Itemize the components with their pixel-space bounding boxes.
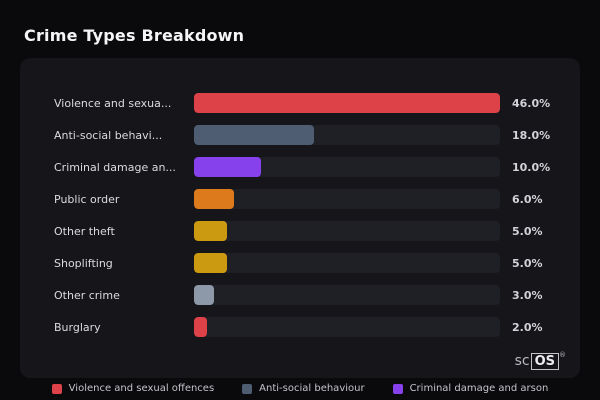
category-label: Burglary <box>54 320 101 334</box>
category-label: Shoplifting <box>54 256 113 270</box>
bar-track <box>194 189 500 209</box>
bar-fill[interactable] <box>194 285 214 305</box>
page-title: Crime Types Breakdown <box>24 26 245 45</box>
legend-item[interactable]: Anti-social behaviour <box>242 383 365 394</box>
bar-track <box>194 125 500 145</box>
bar-row: Burglary 2.0% <box>54 317 546 337</box>
bar-fill[interactable] <box>194 221 228 241</box>
category-label: Other crime <box>54 288 120 302</box>
legend-swatch-icon <box>51 383 62 394</box>
legend-swatch-icon <box>392 383 403 394</box>
watermark-box: OS <box>530 353 559 370</box>
category-label: Other theft <box>54 224 115 238</box>
legend: Violence and sexual offences Anti-social … <box>0 383 600 394</box>
scos-watermark: sc OS ® <box>514 351 566 370</box>
bar-row: Criminal damage an... 10.0% <box>54 157 551 177</box>
value-label: 6.0% <box>512 192 543 206</box>
category-label: Public order <box>54 192 120 206</box>
bar-track <box>194 221 500 241</box>
value-label: 5.0% <box>512 256 543 270</box>
legend-swatch-icon <box>242 383 253 394</box>
bar-fill[interactable] <box>194 93 500 113</box>
value-label: 5.0% <box>512 224 543 238</box>
bar-fill[interactable] <box>194 157 261 177</box>
legend-label: Violence and sexual offences <box>68 383 215 394</box>
watermark-prefix: sc <box>514 353 530 369</box>
legend-label: Anti-social behaviour <box>259 383 365 394</box>
bar-row: Other crime 3.0% <box>54 285 546 305</box>
bar-track <box>194 157 500 177</box>
bar-track <box>194 93 500 113</box>
bar-fill[interactable] <box>194 189 234 209</box>
bar-track <box>194 253 500 273</box>
bar-row: Anti-social behavi... 18.0% <box>54 125 551 145</box>
value-label: 18.0% <box>512 128 551 142</box>
value-label: 2.0% <box>512 320 543 334</box>
bar-fill[interactable] <box>194 317 208 337</box>
value-label: 46.0% <box>512 96 551 110</box>
value-label: 3.0% <box>512 288 543 302</box>
chart-card: Violence and sexua... 46.0% Anti-social be… <box>20 58 580 378</box>
value-label: 10.0% <box>512 160 551 174</box>
legend-label: Criminal damage and arson <box>409 383 549 394</box>
category-label: Violence and sexua... <box>54 96 172 110</box>
bar-row: Shoplifting 5.0% <box>54 253 546 273</box>
registered-trademark-icon: ® <box>559 351 566 359</box>
bar-row: Violence and sexua... 46.0% <box>54 93 551 113</box>
bar-track <box>194 285 500 305</box>
bar-track <box>194 317 500 337</box>
legend-item[interactable]: Criminal damage and arson <box>392 383 549 394</box>
bar-fill[interactable] <box>194 253 228 273</box>
category-label: Criminal damage an... <box>54 160 176 174</box>
category-label: Anti-social behavi... <box>54 128 163 142</box>
bar-row: Public order 6.0% <box>54 189 546 209</box>
bar-rows: Violence and sexua... 46.0% Anti-social be… <box>54 93 551 337</box>
bar-row: Other theft 5.0% <box>54 221 546 241</box>
bar-fill[interactable] <box>194 125 314 145</box>
legend-item[interactable]: Violence and sexual offences <box>51 383 215 394</box>
